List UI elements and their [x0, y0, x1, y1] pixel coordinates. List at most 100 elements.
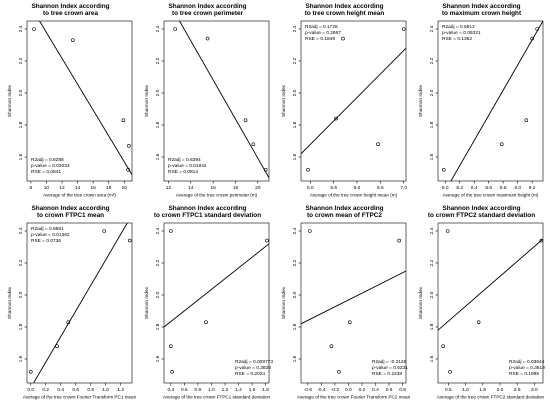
y-tick-label: 2.4: [429, 227, 435, 234]
y-tick-label: 1.8: [155, 323, 161, 330]
x-tick-label: 1.5: [479, 387, 486, 393]
x-tick-label: 1.0: [208, 387, 215, 393]
y-tick-label: 2.2: [18, 57, 24, 64]
data-point: [334, 116, 338, 121]
chart-title: Shannon Index according to tree crown are…: [2, 3, 139, 18]
data-point: [168, 344, 173, 348]
x-tick-label: 6.0: [354, 185, 361, 191]
y-tick-label: 1.6: [429, 355, 435, 362]
data-point: [329, 344, 334, 348]
y-axis-label: Shannon Index: [418, 84, 424, 117]
stats-text: R2adj = 0.8881: [31, 226, 64, 232]
data-point: [397, 238, 402, 243]
x-tick-label: 8.4: [471, 185, 478, 191]
chart-title: Shannon Index according to tree crown hei…: [276, 3, 413, 18]
chart-title-line: Shannon Index according: [31, 205, 110, 212]
chart-svg: 1.6 1.8 2.0 2.2 2.4 12 14 16 18 20 Average of the …: [144, 20, 270, 198]
y-tick-label: 2.4: [429, 25, 435, 32]
x-tick-label: 0.2: [42, 387, 49, 393]
y-tick-label: 1.6: [18, 355, 24, 362]
stats-text: p-value = 0.09321: [442, 30, 481, 36]
x-axis-label: Average of the tree crown perimeter (m): [176, 193, 258, 198]
plot-frame: [26, 20, 133, 182]
chart-title-line: Shannon Index according: [31, 3, 110, 10]
y-tick-label: 2.4: [292, 25, 298, 32]
y-axis-label: Shannon Index: [144, 84, 150, 117]
y-axis-label: Shannon Index: [7, 286, 13, 319]
x-tick-label: 0.2: [359, 387, 366, 393]
y-tick-label: 2.0: [155, 89, 161, 96]
x-tick-label: 18: [106, 185, 112, 191]
x-tick-label: 0.4: [167, 387, 174, 393]
data-point: [476, 320, 481, 324]
y-tick-label: 1.6: [292, 355, 298, 362]
y-tick-label: 2.2: [429, 259, 435, 266]
x-tick-label: 0.8: [195, 387, 202, 393]
stats-text: RSE = 0.1362: [442, 36, 472, 42]
plot-frame: [300, 222, 407, 384]
x-tick-label: 0.0: [27, 387, 34, 393]
chart-title-line: Shannon Index according: [305, 3, 384, 10]
data-point: [530, 36, 534, 41]
x-tick-label: 5.5: [330, 185, 337, 191]
stats-text: R2adj = 0.008773: [235, 359, 273, 365]
x-tick-label: 2.5: [514, 387, 521, 393]
x-tick-label: 8: [30, 185, 33, 191]
y-tick-label: 2.0: [292, 89, 298, 96]
data-point: [28, 370, 33, 374]
chart-title: Shannon Index according to tree crown per…: [139, 3, 276, 18]
regression-line: [179, 21, 269, 179]
x-tick-label: 0.5: [445, 387, 452, 393]
x-axis-label: Average of the tree crown Fourier Transf…: [297, 395, 411, 400]
stats-text: p-value = 0.02033: [31, 163, 70, 169]
x-tick-label: -0.4: [317, 387, 326, 393]
stats-text: R2adj = 0.8288: [31, 157, 64, 163]
y-tick-label: 1.8: [429, 121, 435, 128]
data-point: [243, 118, 248, 122]
y-tick-label: 2.4: [155, 25, 161, 32]
chart-panel-8: Shannon Index according to crown FTPC2 st…: [413, 203, 550, 405]
chart-svg: 1.6 1.8 2.0 2.2 2.4 0.5 1.0 1.5 2.0 2.5 3.0 Average…: [418, 222, 545, 400]
y-tick-label: 2.0: [18, 291, 24, 298]
y-tick-label: 1.8: [155, 121, 161, 128]
y-axis-label: Shannon Index: [418, 286, 424, 319]
x-tick-label: 8.2: [456, 185, 463, 191]
plot-frame: [26, 222, 133, 384]
data-point: [170, 370, 174, 374]
stats-text: RSE = 0.0841: [31, 169, 61, 175]
y-tick-label: 2.4: [292, 227, 298, 234]
stats-text: p-value = 0.6231: [372, 365, 408, 371]
chart-panel-1: Shannon Index according to tree crown are…: [2, 1, 139, 203]
stats-text: p-value = 0.01842: [168, 163, 207, 169]
y-tick-label: 1.6: [155, 153, 161, 160]
chart-panel-2: Shannon Index according to tree crown per…: [139, 1, 276, 203]
stats-text: p-value = 0.3838: [235, 365, 271, 371]
x-tick-label: 1.4: [235, 387, 242, 393]
x-tick-label: 0.6: [181, 387, 188, 393]
x-tick-label: 1.8: [262, 387, 269, 393]
stats-text: R2adj = 0.1725: [305, 24, 338, 30]
x-axis-label: Average of the tree crown maximum height…: [443, 193, 539, 198]
plot-frame: [300, 20, 407, 182]
data-point: [401, 27, 406, 31]
data-point: [306, 168, 310, 172]
stats-text: p-value = 0.01362: [31, 232, 70, 238]
chart-title-line: Shannon Index according: [168, 205, 247, 212]
x-tick-label: 9.0: [514, 185, 521, 191]
x-tick-label: 9.2: [529, 185, 536, 191]
data-point: [55, 344, 59, 348]
data-point: [127, 238, 132, 243]
x-tick-label: 1.2: [117, 387, 124, 393]
plot-frame: [437, 222, 544, 384]
x-tick-label: 14: [188, 185, 194, 191]
chart-svg: 1.6 1.8 2.0 2.2 2.4 8.0 8.2 8.4 8.6 8.8 9.0 9.2 Aver…: [418, 20, 544, 198]
x-tick-label: 1.6: [249, 387, 256, 393]
data-point: [535, 27, 540, 31]
data-point: [499, 142, 504, 146]
y-tick-label: 2.0: [429, 291, 435, 298]
chart-panel-7: Shannon Index according to crown mean of …: [276, 203, 413, 405]
stats-text: p-value = 0.2687: [305, 30, 341, 36]
y-tick-label: 2.2: [429, 57, 435, 64]
data-point: [376, 142, 380, 146]
